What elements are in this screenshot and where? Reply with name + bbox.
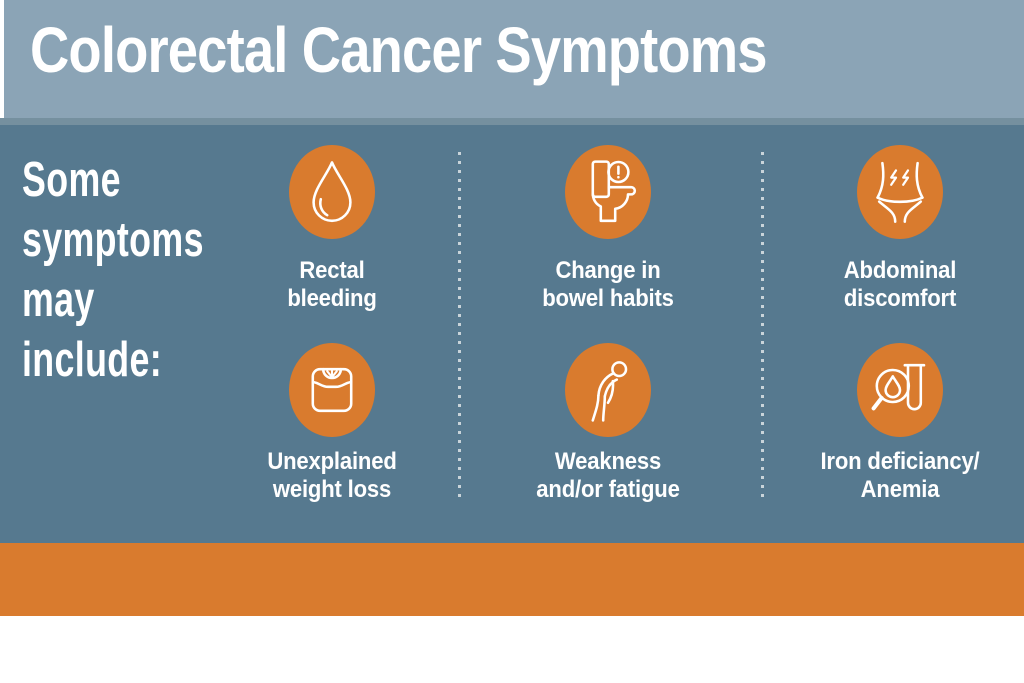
dotted-divider: [458, 152, 461, 500]
intro-text: Some symptoms may include:: [22, 153, 204, 387]
symptom-label-unexplained-weight-loss: Unexplained weight loss: [267, 448, 397, 503]
hunched-person-icon: [565, 343, 651, 437]
magnifier-blood-test-icon: [857, 343, 943, 437]
accent-footer-bar: [0, 543, 1024, 616]
symptom-label-iron-deficiency-anemia: Iron deficiancy/ Anemia: [820, 448, 980, 503]
symptoms-panel: [0, 125, 1024, 543]
symptom-label-abdominal-discomfort: Abdominal discomfort: [843, 257, 957, 312]
symptom-label-change-in-bowel-habits: Change in bowel habits: [542, 257, 674, 312]
header-divider: [0, 118, 1024, 125]
abdomen-pain-icon: [857, 145, 943, 239]
toilet-alert-icon: [565, 145, 651, 239]
dotted-divider: [761, 152, 764, 500]
blood-drop-icon: [289, 145, 375, 239]
weight-scale-icon: [289, 343, 375, 437]
symptom-label-rectal-bleeding: Rectal bleeding: [287, 257, 377, 312]
page-title: Colorectal Cancer Symptoms: [30, 14, 768, 86]
symptom-label-weakness-fatigue: Weakness and/or fatigue: [536, 448, 680, 503]
header-band: Colorectal Cancer Symptoms: [4, 0, 1024, 118]
